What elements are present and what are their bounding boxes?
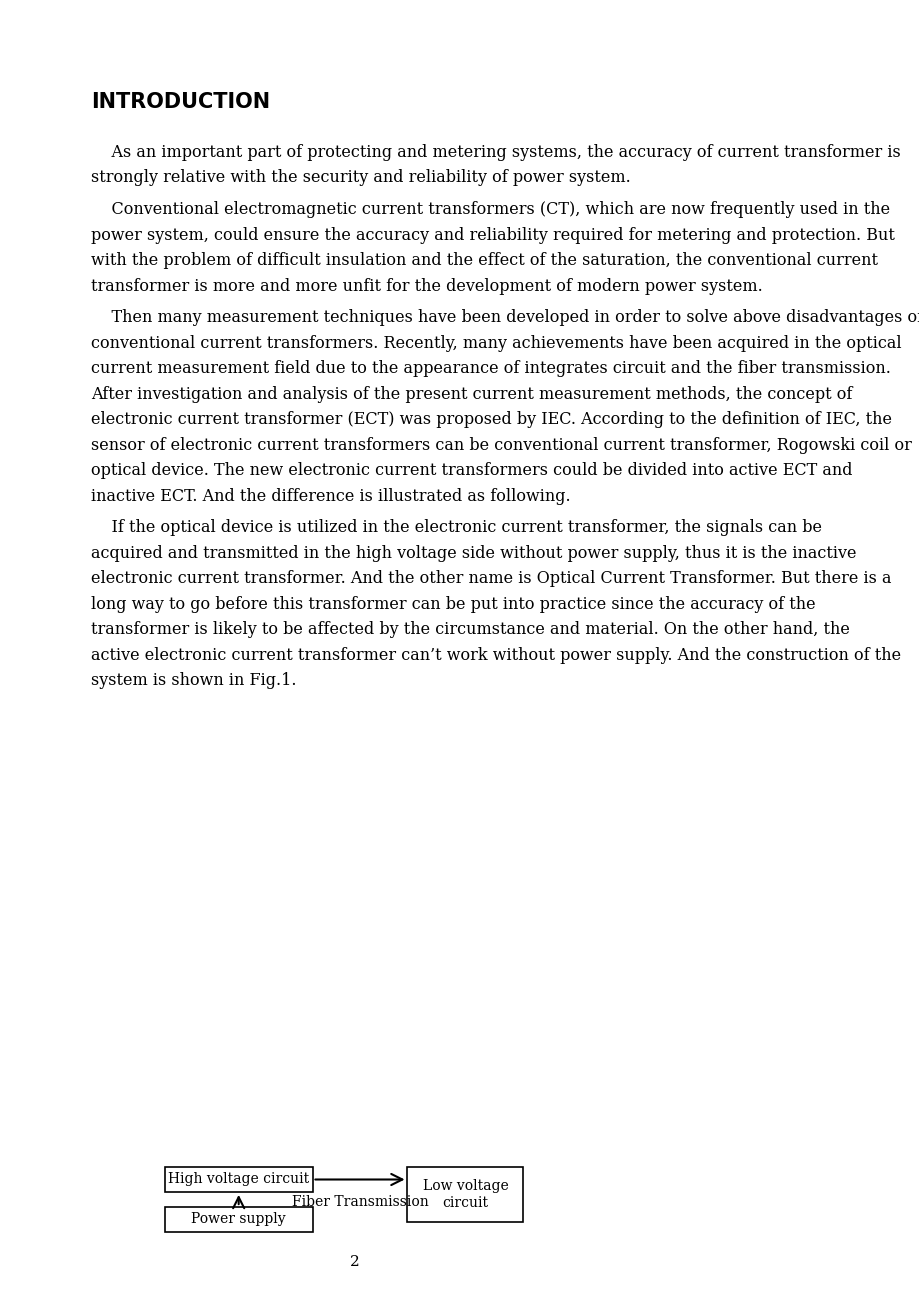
Text: Low voltage
circuit: Low voltage circuit	[422, 1180, 508, 1210]
Text: inactive ECT. And the difference is illustrated as following.: inactive ECT. And the difference is illu…	[91, 487, 570, 504]
Text: optical device. The new electronic current transformers could be divided into ac: optical device. The new electronic curre…	[91, 462, 852, 479]
Text: Power supply: Power supply	[191, 1212, 286, 1226]
Text: power system, could ensure the accuracy and reliability required for metering an: power system, could ensure the accuracy …	[91, 227, 894, 243]
Text: electronic current transformer (ECT) was proposed by IEC. According to the defin: electronic current transformer (ECT) was…	[91, 411, 891, 428]
Text: Then many measurement techniques have been developed in order to solve above dis: Then many measurement techniques have be…	[91, 309, 919, 326]
Text: active electronic current transformer can’t work without power supply. And the c: active electronic current transformer ca…	[91, 647, 900, 664]
Text: sensor of electronic current transformers can be conventional current transforme: sensor of electronic current transformer…	[91, 436, 911, 453]
Text: electronic current transformer. And the other name is Optical Current Transforme: electronic current transformer. And the …	[91, 570, 891, 587]
Bar	[407, 1167, 523, 1223]
Bar	[165, 1167, 312, 1193]
Text: Conventional electromagnetic current transformers (CT), which are now frequently: Conventional electromagnetic current tra…	[91, 201, 890, 217]
Text: transformer is more and more unfit for the development of modern power system.: transformer is more and more unfit for t…	[91, 277, 762, 294]
Text: long way to go before this transformer can be put into practice since the accura: long way to go before this transformer c…	[91, 595, 815, 612]
Text: After investigation and analysis of the present current measurement methods, the: After investigation and analysis of the …	[91, 385, 851, 402]
Text: As an important part of protecting and metering systems, the accuracy of current: As an important part of protecting and m…	[91, 145, 900, 161]
Text: 2: 2	[349, 1255, 359, 1269]
Text: with the problem of difficult insulation and the effect of the saturation, the c: with the problem of difficult insulation…	[91, 253, 877, 270]
Text: strongly relative with the security and reliability of power system.: strongly relative with the security and …	[91, 169, 630, 186]
Text: High voltage circuit: High voltage circuit	[168, 1173, 309, 1186]
Text: Fiber Transmission: Fiber Transmission	[291, 1194, 428, 1208]
Text: acquired and transmitted in the high voltage side without power supply, thus it : acquired and transmitted in the high vol…	[91, 544, 856, 561]
Text: If the optical device is utilized in the electronic current transformer, the sig: If the optical device is utilized in the…	[91, 519, 821, 536]
Text: transformer is likely to be affected by the circumstance and material. On the ot: transformer is likely to be affected by …	[91, 621, 849, 638]
Text: conventional current transformers. Recently, many achievements have been acquire: conventional current transformers. Recen…	[91, 335, 901, 352]
Text: INTRODUCTION: INTRODUCTION	[91, 92, 270, 112]
Bar	[165, 1207, 312, 1232]
Text: current measurement field due to the appearance of integrates circuit and the fi: current measurement field due to the app…	[91, 359, 890, 378]
Text: system is shown in Fig.1.: system is shown in Fig.1.	[91, 672, 296, 689]
